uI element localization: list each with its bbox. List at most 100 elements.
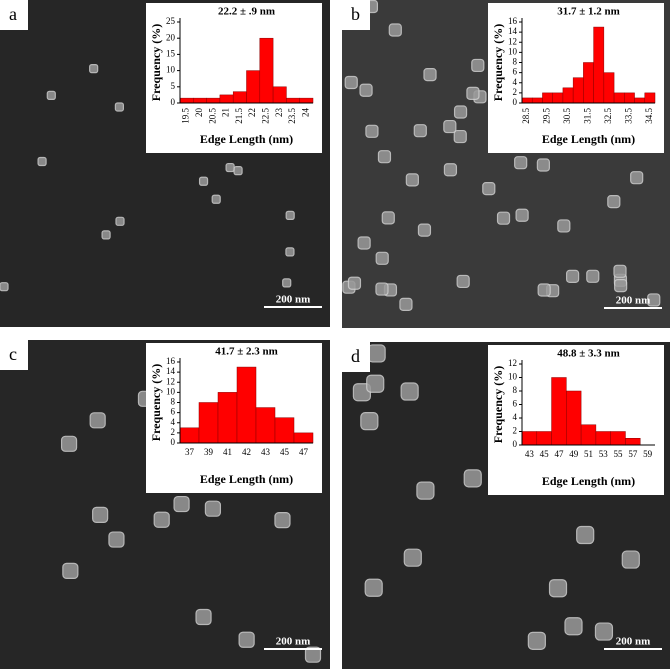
particle (62, 562, 79, 579)
x-tick-label: 31.5 (583, 108, 593, 124)
bar (286, 97, 300, 104)
particle (225, 162, 235, 173)
bar (299, 97, 314, 104)
particle (466, 86, 480, 100)
x-tick-label: 32.5 (603, 108, 613, 124)
x-tick-label: 47 (299, 447, 309, 457)
x-tick-label: 45 (280, 447, 290, 457)
particle (46, 90, 56, 100)
bar (232, 91, 247, 104)
y-tick-label: 5 (171, 81, 176, 91)
particle (388, 23, 402, 37)
bar (536, 431, 552, 446)
inset-title: 31.7 ± 1.2 nm (557, 6, 620, 18)
particle (360, 412, 379, 431)
particle (647, 293, 661, 307)
y-tick-label: 8 (513, 385, 518, 395)
x-axis-label: Edge Length (nm) (200, 132, 293, 146)
particle (515, 208, 529, 222)
x-tick-label: 22 (247, 108, 257, 117)
bar (603, 72, 615, 104)
bar (572, 77, 584, 104)
particle (359, 83, 373, 97)
particle (403, 548, 422, 567)
scale-bar-label: 200 nm (616, 295, 651, 307)
particle (557, 219, 571, 233)
x-axis-label: Edge Length (nm) (200, 472, 293, 486)
particle (92, 506, 109, 523)
particle (60, 435, 78, 452)
particle (417, 223, 432, 237)
x-tick-label: 20.5 (207, 108, 217, 124)
bar (624, 92, 635, 104)
x-tick-label: 49 (569, 449, 579, 459)
particle (630, 171, 644, 185)
y-tick-label: 14 (166, 366, 176, 376)
panel-label-box (0, 340, 28, 370)
particle (344, 75, 358, 90)
particle (614, 278, 628, 293)
x-tick-label: 20 (194, 108, 204, 118)
particle (471, 58, 485, 73)
x-tick-label: 42 (242, 447, 251, 457)
particle (153, 511, 170, 528)
particle (89, 412, 106, 429)
bar (566, 390, 582, 446)
y-tick-label: 16 (166, 356, 176, 366)
x-tick-label: 24 (300, 108, 310, 118)
panel-label-box (0, 0, 28, 30)
bar (610, 431, 626, 446)
particle (613, 264, 627, 278)
x-tick-label: 51 (584, 449, 593, 459)
y-tick-label: 14 (508, 26, 518, 36)
bar (552, 92, 564, 104)
particle (537, 283, 551, 297)
bar (593, 26, 605, 104)
particle (375, 251, 389, 265)
x-tick-label: 34.5 (644, 108, 654, 124)
y-tick-label: 4 (513, 412, 518, 422)
x-tick-label: 55 (614, 449, 624, 459)
particle (400, 382, 419, 401)
particle (375, 282, 389, 296)
bar (236, 366, 257, 444)
particle (365, 124, 379, 138)
x-tick-label: 41 (223, 447, 232, 457)
bar (274, 417, 295, 444)
y-tick-label: 10 (508, 46, 518, 56)
particle (463, 469, 482, 488)
particle (233, 166, 243, 176)
bar (179, 97, 194, 104)
particle (108, 531, 125, 548)
x-tick-label: 30.5 (562, 108, 572, 124)
particle (496, 211, 511, 225)
x-axis-label: Edge Length (nm) (542, 474, 635, 488)
y-tick-label: 4 (171, 417, 176, 427)
particle (347, 276, 362, 290)
inset-title: 41.7 ± 2.3 nm (215, 346, 278, 358)
particle (357, 236, 371, 250)
particle (548, 579, 568, 598)
bar (217, 392, 238, 444)
scale-bar-label: 200 nm (276, 294, 311, 306)
bar (521, 97, 533, 104)
bar (246, 70, 261, 104)
x-tick-label: 29.5 (542, 108, 552, 124)
particle (453, 105, 468, 119)
bar (259, 37, 274, 104)
x-tick-label: 37 (185, 447, 195, 457)
scale-bar-label: 200 nm (276, 636, 311, 648)
bar (551, 377, 567, 446)
particle (514, 156, 528, 170)
particle (607, 195, 621, 209)
bar (644, 92, 656, 104)
y-tick-label: 6 (171, 407, 176, 417)
particle (285, 247, 295, 257)
bar (531, 97, 543, 104)
particle (405, 173, 419, 187)
bar (179, 427, 200, 444)
bar (198, 402, 219, 444)
bar (613, 92, 625, 104)
panel-label: a (9, 4, 17, 24)
x-tick-label: 43 (525, 449, 535, 459)
